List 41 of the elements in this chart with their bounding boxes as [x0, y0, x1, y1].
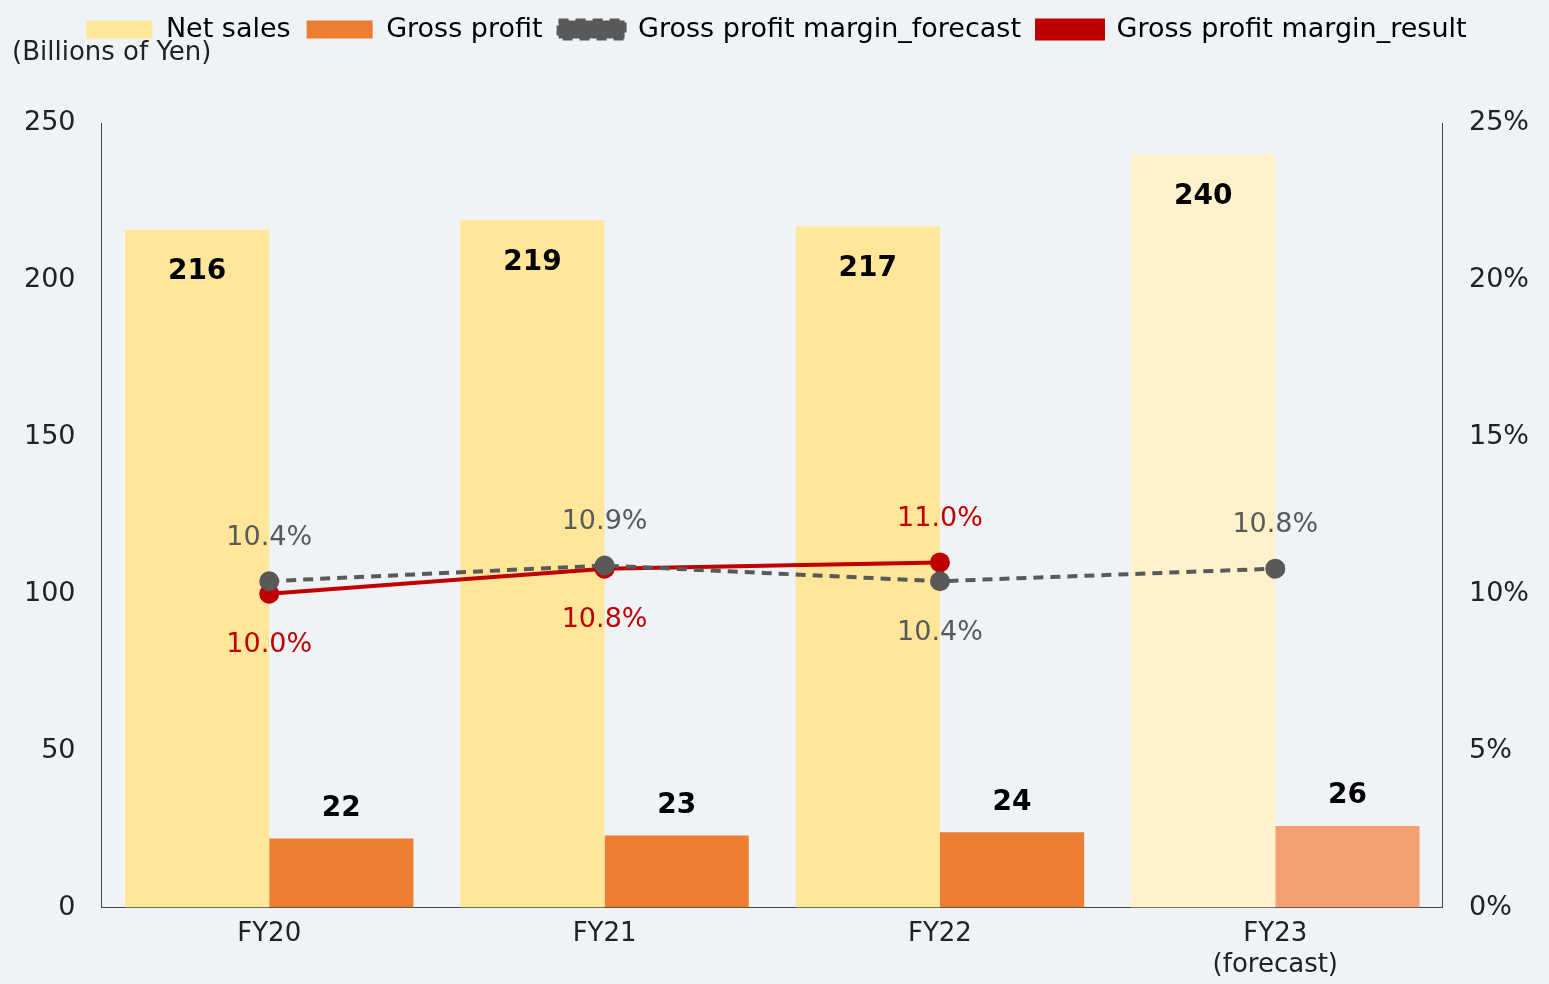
data-label: 23 [657, 786, 697, 820]
legend-label: Gross profit margin_result [1116, 11, 1467, 43]
bar [1275, 826, 1420, 908]
data-label: 10.8% [1232, 507, 1319, 539]
y2-tick-label: 15% [1468, 418, 1529, 450]
data-label: 11.0% [897, 500, 983, 532]
y2-tick-label: 20% [1468, 261, 1529, 293]
y-tick-label: 250 [23, 105, 76, 137]
data-label: 24 [992, 783, 1032, 817]
point [929, 571, 950, 592]
y-tick-label: 150 [23, 418, 76, 450]
legend-label: Gross profit margin_forecast [638, 11, 1021, 43]
y2-tick-label: 5% [1468, 732, 1512, 764]
data-label: 22 [321, 789, 361, 823]
data-label: 10.4% [226, 519, 313, 551]
bar [939, 832, 1085, 908]
y2-tick-label: 25% [1468, 105, 1529, 137]
x-tick-label: FY20 [237, 916, 302, 947]
data-label: 240 [1173, 177, 1233, 211]
data-label: 10.9% [561, 504, 648, 536]
data-label: 10.0% [226, 627, 313, 659]
y-tick-label: 50 [41, 732, 76, 764]
point [259, 571, 280, 592]
x-tick-label: FY21 [572, 916, 637, 947]
y2-tick-label: 10% [1468, 575, 1529, 607]
x-tick-label: FY22 [907, 916, 972, 947]
data-label: 26 [1327, 777, 1367, 811]
data-label: 217 [838, 249, 898, 283]
legend-label: Gross profit [386, 11, 543, 43]
bar [269, 838, 414, 908]
y-tick-label: 0 [58, 889, 76, 921]
bar [604, 835, 749, 908]
data-label: 10.8% [561, 602, 648, 634]
y-tick-label: 100 [23, 575, 76, 607]
point [1265, 558, 1286, 579]
y-tick-label: 200 [23, 261, 76, 293]
data-label: 219 [503, 243, 562, 277]
point [929, 552, 950, 573]
y2-tick-label: 0% [1468, 889, 1512, 921]
x-tick-label: FY23 (forecast) [1212, 916, 1339, 979]
data-label: 216 [167, 252, 227, 286]
